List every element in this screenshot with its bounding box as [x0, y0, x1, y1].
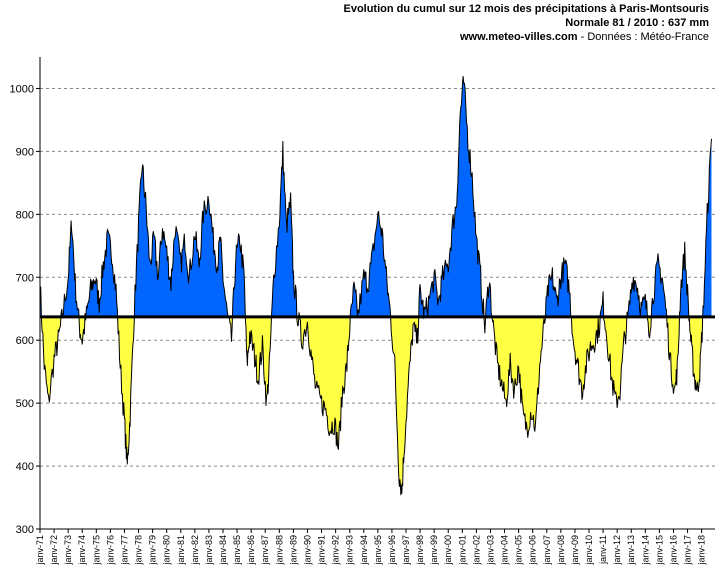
x-tick-label: janv-83 [204, 535, 214, 566]
x-tick-label: janv-15 [654, 535, 664, 566]
x-tick-label: janv-84 [218, 535, 228, 566]
x-tick-label: janv-95 [373, 535, 383, 566]
x-tick-label: janv-81 [176, 535, 186, 566]
area-above-normal [40, 76, 712, 317]
x-tick-label: janv-10 [584, 535, 594, 566]
y-tick-label: 900 [16, 146, 34, 158]
x-tick-label: janv-08 [556, 535, 566, 566]
x-tick-label: janv-99 [429, 535, 439, 566]
x-tick-label: janv-07 [542, 535, 552, 566]
x-tick-label: janv-78 [134, 535, 144, 566]
x-tick-label: janv-04 [500, 535, 510, 566]
x-tick-label: janv-13 [626, 535, 636, 566]
x-tick-label: janv-02 [471, 535, 481, 566]
x-tick-label: janv-86 [246, 535, 256, 566]
chart-source: www.meteo-villes.com - Données : Météo-F… [343, 30, 709, 44]
source-site-link[interactable]: www.meteo-villes.com [459, 31, 578, 43]
x-tick-label: janv-72 [49, 535, 59, 566]
x-tick-label: janv-17 [683, 535, 693, 566]
x-tick-label: janv-73 [63, 535, 73, 566]
y-tick-label: 1000 [10, 83, 34, 95]
chart-header: Evolution du cumul sur 12 mois des préci… [343, 2, 709, 44]
x-tick-label: janv-05 [514, 535, 524, 566]
x-tick-label: janv-16 [668, 535, 678, 566]
x-tick-label: janv-82 [190, 535, 200, 566]
x-tick-label: janv-98 [415, 535, 425, 566]
x-tick-label: janv-91 [317, 535, 327, 566]
x-tick-label: janv-87 [260, 535, 270, 566]
x-tick-label: janv-96 [387, 535, 397, 566]
x-tick-label: janv-75 [91, 535, 101, 566]
source-credit: - Données : Météo-France [577, 31, 709, 43]
x-tick-label: janv-88 [274, 535, 284, 566]
x-tick-label: janv-76 [105, 535, 115, 566]
x-tick-label: janv-00 [443, 535, 453, 566]
x-tick-label: janv-85 [232, 535, 242, 566]
x-tick-label: janv-92 [331, 535, 341, 566]
x-tick-label: janv-93 [345, 535, 355, 566]
series-line [39, 76, 712, 496]
x-tick-label: janv-89 [288, 535, 298, 566]
x-tick-label: janv-01 [457, 535, 467, 566]
x-tick-label: janv-09 [570, 535, 580, 566]
y-tick-label: 500 [16, 398, 34, 410]
x-tick-label: janv-74 [77, 535, 87, 566]
x-tick-label: janv-77 [119, 535, 129, 566]
y-tick-label: 300 [16, 524, 34, 536]
area-below-normal [40, 316, 712, 496]
x-tick-label: janv-14 [640, 535, 650, 566]
chart-title: Evolution du cumul sur 12 mois des préci… [343, 3, 709, 15]
x-tick-label: janv-12 [612, 535, 622, 566]
x-tick-label: janv-11 [598, 535, 608, 565]
x-tick-label: janv-90 [302, 535, 312, 566]
y-tick-label: 600 [16, 335, 34, 347]
x-tick-label: janv-97 [401, 535, 411, 566]
x-tick-label: janv-18 [697, 535, 707, 566]
x-tick-label: janv-71 [35, 535, 45, 566]
x-tick-label: janv-80 [162, 535, 172, 566]
y-tick-label: 800 [16, 209, 34, 221]
x-tick-label: janv-79 [148, 535, 158, 566]
y-tick-label: 400 [16, 461, 34, 473]
x-tick-label: janv-03 [485, 535, 495, 566]
y-tick-label: 700 [16, 272, 34, 284]
x-tick-label: janv-94 [359, 535, 369, 566]
x-tick-label: janv-06 [528, 535, 538, 566]
chart-subtitle: Normale 81 / 2010 : 637 mm [565, 17, 709, 29]
